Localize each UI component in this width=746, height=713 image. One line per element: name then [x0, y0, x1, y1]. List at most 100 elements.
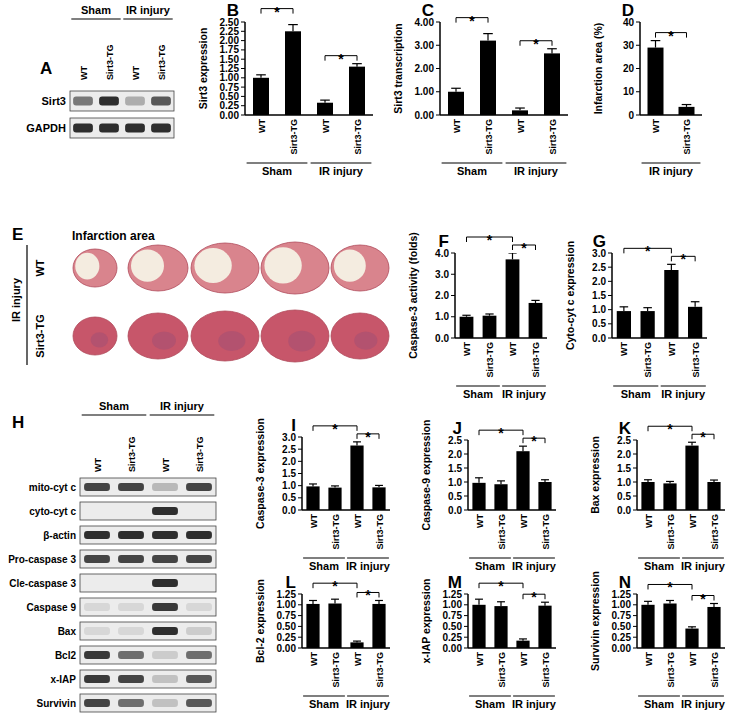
row-label: Bax [58, 626, 77, 637]
group-label: IR injury [681, 698, 726, 710]
row-label: Sirt3-TG [34, 314, 46, 357]
bar [328, 488, 341, 510]
infarct [131, 250, 164, 282]
y-axis-label: Caspase-9 expression [420, 420, 432, 531]
error-stem [671, 264, 672, 270]
bar [617, 311, 631, 338]
error-cap [451, 88, 461, 89]
y-tick-label: 4.00 [415, 17, 435, 28]
significance-label: * [274, 4, 280, 20]
y-axis-label: Sirt3 expression [197, 28, 209, 110]
y-tick-label: 20 [623, 63, 635, 74]
group-label: Sham [457, 165, 487, 177]
bars [617, 264, 703, 338]
image-title: Infarction area [72, 229, 155, 243]
error-cap [256, 74, 266, 75]
blot-strip [80, 502, 216, 520]
x-tick-label: Sirt3-TG [691, 342, 701, 378]
x-tick-label: Sirt3-TG [643, 342, 653, 378]
group-line [26, 245, 27, 365]
x-axis [637, 509, 725, 511]
panel-letter: E [12, 225, 23, 244]
blot-strip [80, 670, 216, 688]
group-line [638, 695, 680, 696]
error-cap [483, 33, 493, 34]
chart-panel: F0.01.02.03.04.0Caspase-3 activity (fold… [407, 232, 547, 400]
group-line [638, 557, 680, 558]
blot-strip [70, 91, 174, 111]
bar [538, 482, 551, 510]
error-bar [497, 481, 505, 484]
bar [641, 605, 654, 648]
lane-label: WT [131, 66, 141, 80]
blot-strip [80, 622, 216, 640]
y-tick-label: 30 [623, 40, 635, 51]
bar [306, 604, 319, 648]
bar [663, 483, 676, 510]
bar [688, 307, 702, 338]
y-tick-label: 1.0 [282, 480, 296, 491]
significance-label: * [700, 429, 706, 445]
error-cap [644, 601, 652, 602]
bars [472, 599, 551, 648]
band [152, 507, 178, 515]
x-tick-label: WT [519, 514, 529, 528]
error-bar [644, 480, 652, 482]
error-cap [666, 481, 674, 482]
group-label: Sham [621, 388, 651, 400]
western-blot: HShamIR injuryWTSirt3-TGWTSirt3-TGmito-c… [8, 400, 216, 712]
error-cap [462, 315, 470, 316]
y-tick-label: 0.00 [277, 643, 297, 654]
group-label: Sham [99, 400, 129, 412]
lane-label: WT [161, 458, 171, 472]
significance-label: * [667, 421, 673, 437]
group-line [661, 385, 706, 386]
band [152, 651, 178, 659]
y-tick-label: 1.25 [612, 589, 632, 600]
row-label: x-IAP [50, 674, 76, 685]
row-label: Pro-caspase 3 [8, 554, 76, 565]
y-tick-label: 0.25 [612, 632, 632, 643]
y-axis-label: x-IAP expression [420, 578, 432, 663]
x-tick-label: WT [475, 652, 485, 666]
y-tick-label: 3.00 [415, 40, 435, 51]
lane-label: WT [93, 458, 103, 472]
error-bar [508, 253, 516, 259]
error-bar [688, 627, 696, 629]
band [186, 699, 212, 707]
y-axis [301, 594, 303, 648]
row-label: mito-cyt c [29, 482, 77, 493]
bar [350, 642, 363, 648]
band [118, 627, 144, 635]
group-line [682, 695, 724, 696]
error-bar [541, 480, 549, 482]
row-label: Survivin [37, 698, 76, 709]
band [99, 124, 119, 133]
significance-label: * [332, 421, 338, 437]
y-tick-label: 0.25 [277, 632, 297, 643]
brain-slices: EInfarction areaIR injuryWTSirt3-TG [10, 225, 389, 365]
y-tick-label: 2.5 [282, 444, 296, 455]
group-line [642, 162, 701, 163]
error-bar [483, 34, 493, 41]
x-tick-label: WT [644, 652, 654, 666]
x-tick-label: WT [257, 119, 267, 133]
band [186, 675, 212, 683]
error-bar [515, 108, 525, 110]
bar [506, 259, 520, 338]
y-tick-label: 0.00 [415, 110, 435, 121]
error-bar [710, 480, 718, 482]
group-label: IR injury [514, 165, 559, 177]
chart-panel: I0.00.51.01.52.02.53.0Caspase-3 expressi… [254, 416, 391, 572]
y-tick-label: 0.5 [282, 492, 296, 503]
error-bar [331, 599, 339, 603]
infarct [264, 247, 301, 283]
x-tick-label: Sirt3-TG [497, 514, 507, 550]
group-label: IR injury [512, 698, 557, 710]
y-axis [301, 437, 303, 510]
significance-label: * [667, 579, 673, 595]
group-line [613, 385, 658, 386]
error-cap [691, 301, 700, 302]
y-tick-label: 1.00 [612, 599, 632, 610]
error-bar [682, 105, 692, 107]
